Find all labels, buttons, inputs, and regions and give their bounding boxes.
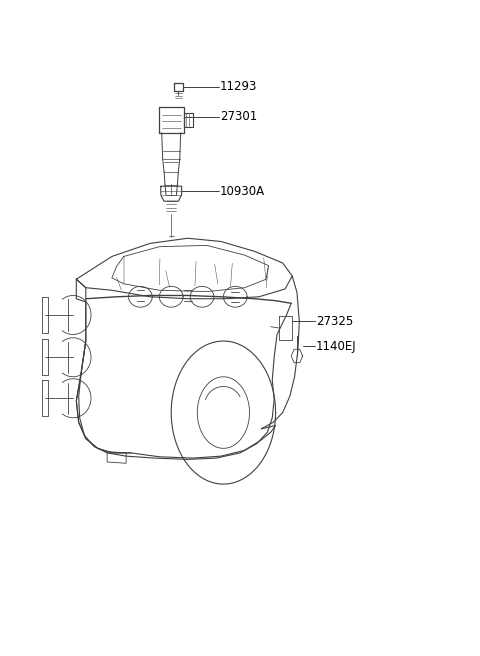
Text: 10930A: 10930A bbox=[220, 185, 265, 198]
Text: 27301: 27301 bbox=[220, 110, 257, 123]
Text: 27325: 27325 bbox=[316, 315, 353, 328]
Text: 11293: 11293 bbox=[220, 80, 257, 93]
Text: 1140EJ: 1140EJ bbox=[316, 340, 357, 353]
